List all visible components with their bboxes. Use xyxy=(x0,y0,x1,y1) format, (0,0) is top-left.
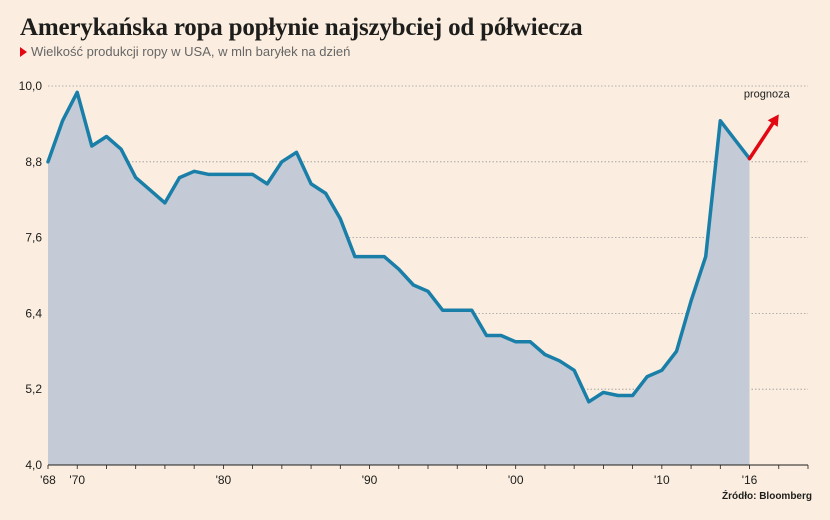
y-tick-label: 8,8 xyxy=(25,155,42,169)
subtitle-text: Wielkość produkcji ropy w USA, w mln bar… xyxy=(31,44,351,59)
y-tick-label: 4,0 xyxy=(25,458,42,472)
y-tick-label: 5,2 xyxy=(25,382,42,396)
chart-title: Amerykańska ropa popłynie najszybciej od… xyxy=(20,14,583,41)
x-tick-label: '10 xyxy=(654,473,670,487)
y-tick-label: 6,4 xyxy=(25,306,42,320)
x-tick-label: '90 xyxy=(362,473,378,487)
x-tick-label: '16 xyxy=(742,473,758,487)
y-tick-label: 10,0 xyxy=(19,79,43,93)
play-triangle-icon xyxy=(20,47,27,57)
production-area xyxy=(48,92,750,466)
x-tick-label: '70 xyxy=(69,473,85,487)
forecast-arrowhead xyxy=(767,114,779,127)
source-note: Źródło: Bloomberg xyxy=(722,491,812,502)
x-tick-label: '00 xyxy=(508,473,524,487)
production-line xyxy=(46,90,752,404)
forecast-label: prognoza xyxy=(744,88,791,100)
y-tick-label: 7,6 xyxy=(25,231,42,245)
chart-subtitle: Wielkość produkcji ropy w USA, w mln bar… xyxy=(20,44,350,59)
x-tick-label: '80 xyxy=(216,473,232,487)
forecast-line xyxy=(747,121,775,161)
x-tick-label: '68 xyxy=(40,473,56,487)
